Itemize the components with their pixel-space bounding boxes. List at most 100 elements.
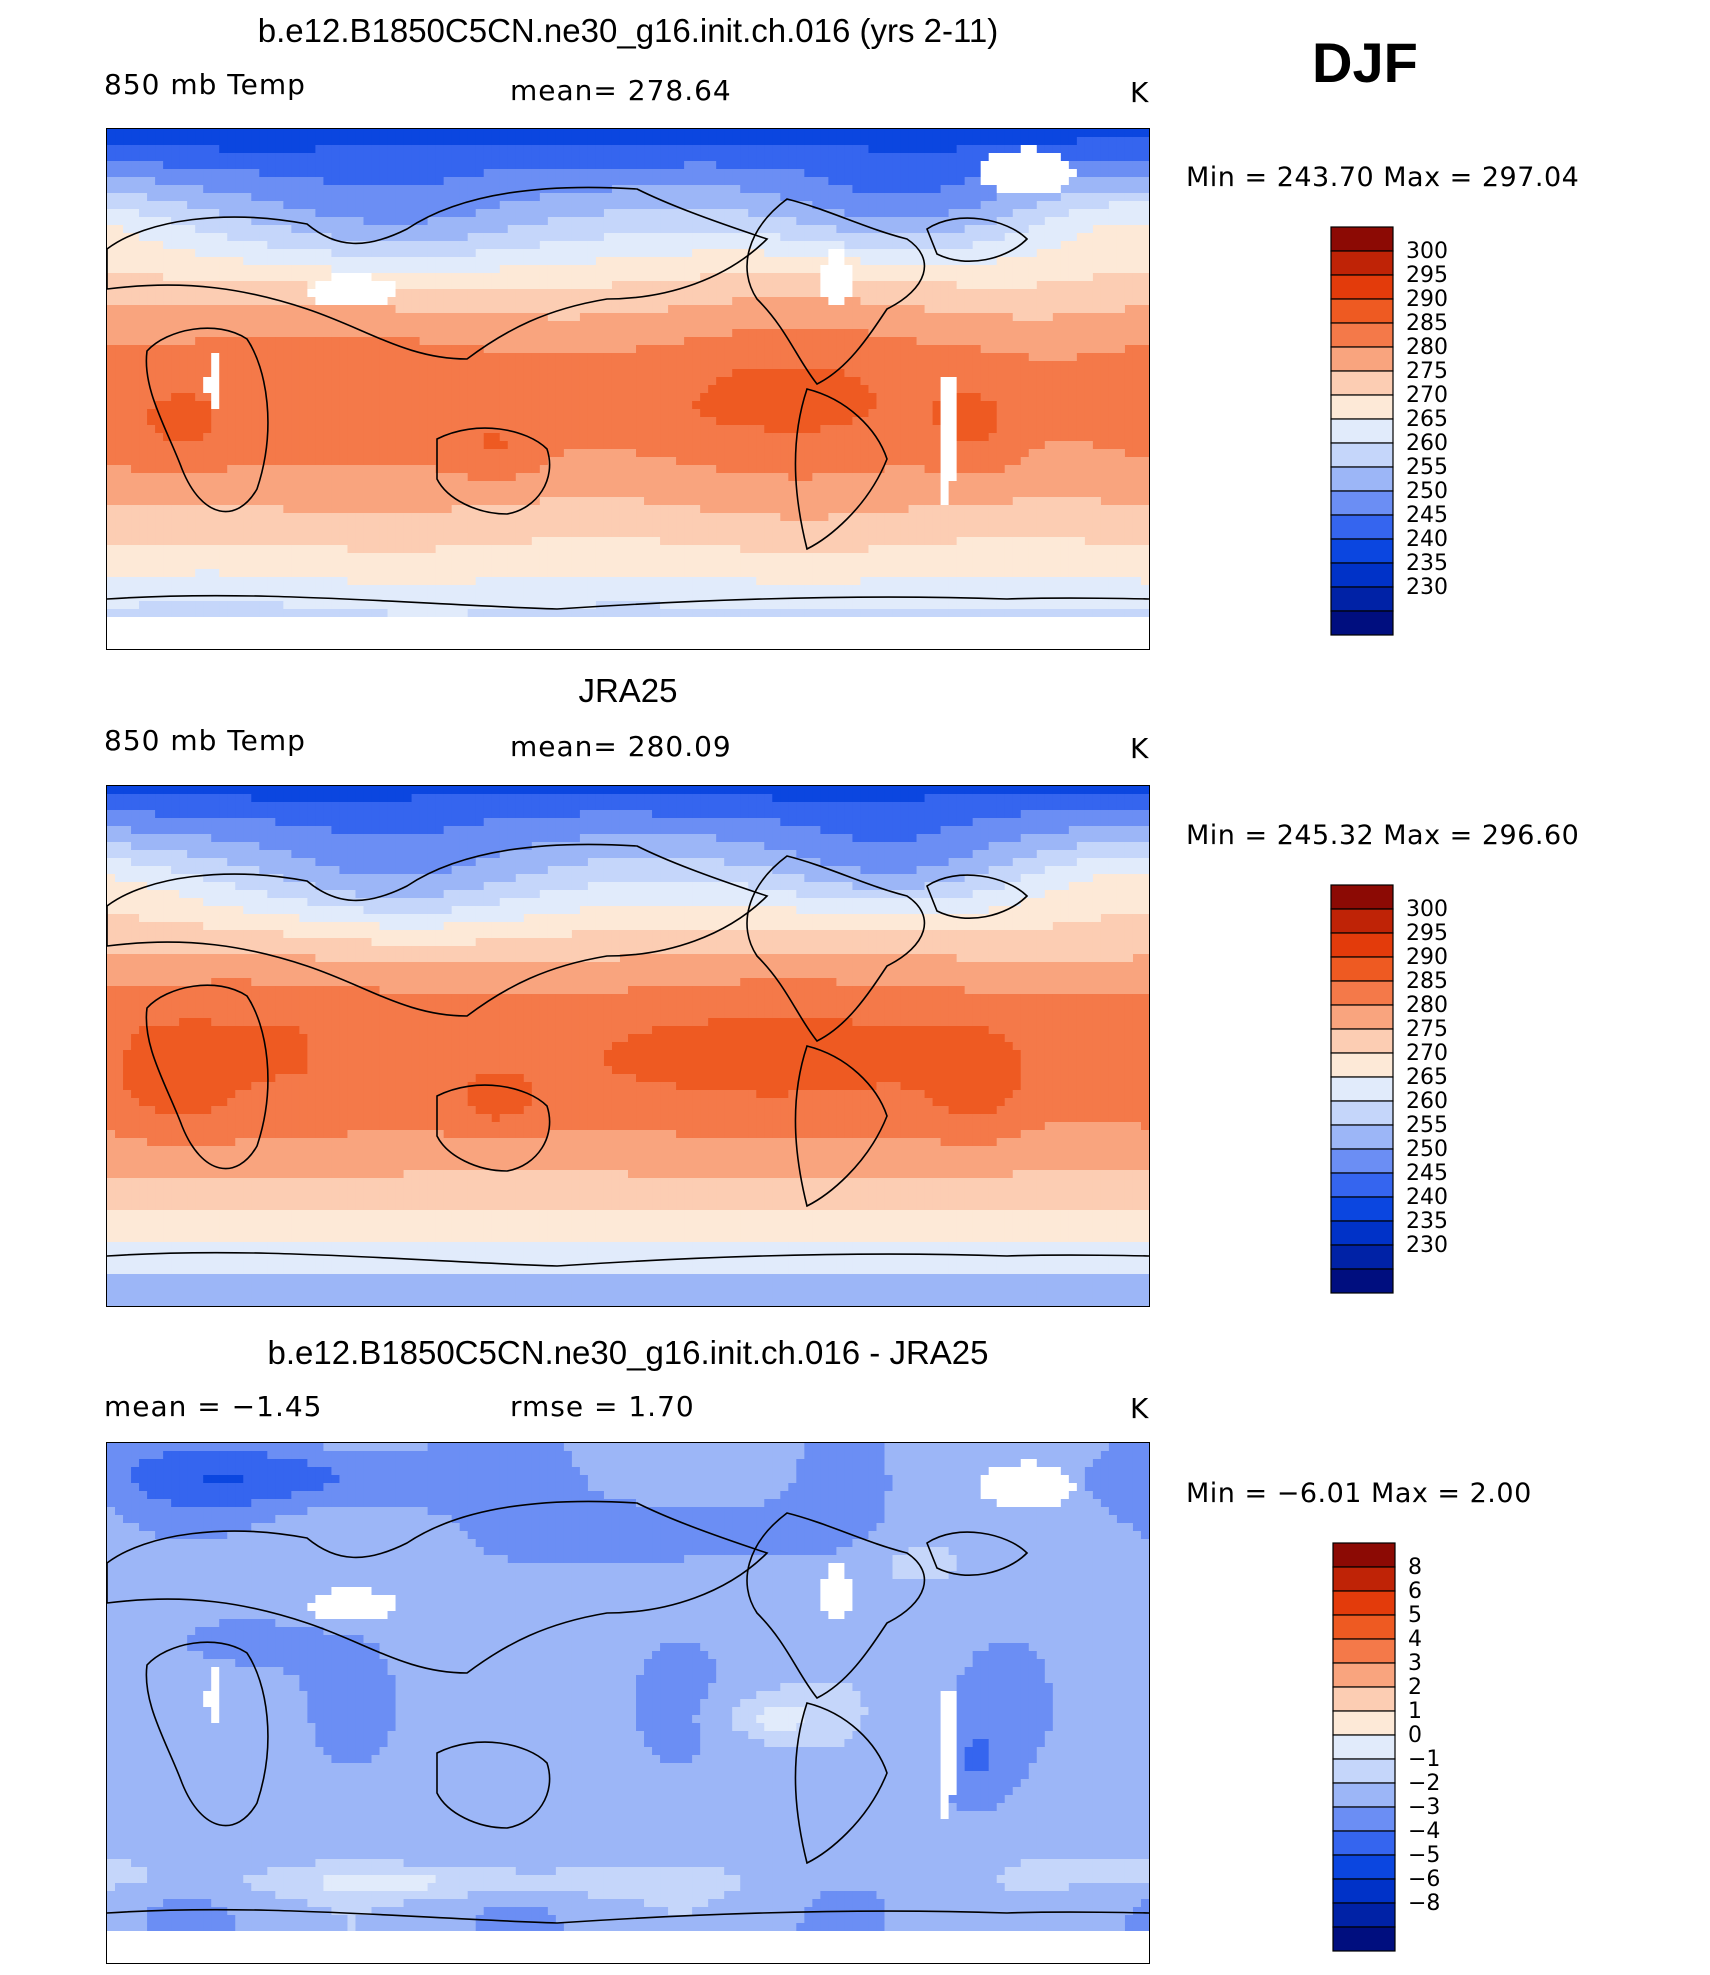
colorbar-swatch [1330, 466, 1394, 492]
colorbar-swatch [1330, 956, 1394, 982]
colorbar-swatch [1332, 1590, 1396, 1616]
colorbar-swatch [1332, 1830, 1396, 1856]
colorbar-tick-label: −6 [1408, 1867, 1440, 1892]
colorbar-tick-label: 300 [1406, 239, 1448, 264]
panel1-units-label: K [1130, 76, 1149, 109]
colorbar-swatch [1332, 1614, 1396, 1640]
colorbar-tick-label: 295 [1406, 263, 1448, 288]
colorbar-swatch [1330, 226, 1394, 252]
colorbar-tick-label: 245 [1406, 503, 1448, 528]
coastline [926, 1531, 1029, 1576]
colorbar-swatch [1330, 980, 1394, 1006]
coastline [145, 327, 269, 513]
colorbar-swatch [1330, 1004, 1394, 1030]
panel3-rmse-label: rmse = 1.70 [510, 1390, 695, 1423]
colorbar-swatch [1330, 298, 1394, 324]
coastline [107, 594, 1149, 610]
coastline [794, 1702, 888, 1865]
colorbar-swatch [1332, 1854, 1396, 1880]
colorbar-tick-label: −2 [1408, 1771, 1440, 1796]
colorbar-swatch [1330, 538, 1394, 564]
colorbar-tick-label: 260 [1406, 431, 1448, 456]
coastline [794, 1045, 888, 1208]
colorbar-tick-label: 245 [1406, 1161, 1448, 1186]
season-label: DJF [1312, 30, 1418, 95]
coastline [145, 1641, 269, 1827]
map-field [107, 1443, 1149, 1963]
colorbar-tick-label: 230 [1406, 1233, 1448, 1258]
colorbar-swatch [1330, 610, 1394, 636]
colorbar-tick-label: 8 [1408, 1555, 1422, 1580]
colorbar-swatch [1330, 1076, 1394, 1102]
coastline [746, 1512, 926, 1700]
panel2-colorbar: 300 295 290 285 280 275 270 265 260 255 250 245 240 2… [1330, 884, 1490, 1300]
panel3-map [106, 1442, 1150, 1964]
coastline [436, 427, 551, 515]
colorbar-tick-label: 255 [1406, 1113, 1448, 1138]
colorbar-tick-label: 240 [1406, 1185, 1448, 1210]
panel1-map [106, 128, 1150, 650]
colorbar-tick-label: 290 [1406, 287, 1448, 312]
panel2-mean-label: mean= 280.09 [510, 730, 732, 763]
coastline [107, 843, 769, 1017]
colorbar-tick-label: 250 [1406, 479, 1448, 504]
colorbar-swatch [1330, 490, 1394, 516]
colorbar-tick-label: 290 [1406, 945, 1448, 970]
colorbar-tick-label: 275 [1406, 359, 1448, 384]
colorbar-swatch [1330, 346, 1394, 372]
colorbar-swatch [1330, 370, 1394, 396]
colorbar-tick-label: −1 [1408, 1747, 1440, 1772]
colorbar-swatch [1330, 932, 1394, 958]
colorbar-swatch [1332, 1638, 1396, 1664]
colorbar-tick-label: 280 [1406, 335, 1448, 360]
panel3-colorbar: 8 6 5 4 3 2 1 0 −1 −2 −3 −4 −5 −6 −8 [1332, 1542, 1492, 1958]
colorbar-swatch [1330, 1124, 1394, 1150]
colorbar-tick-label: 6 [1408, 1579, 1422, 1604]
map-field [107, 129, 1149, 649]
coastline [107, 1251, 1149, 1267]
colorbar-tick-label: 1 [1408, 1699, 1422, 1724]
colorbar-tick-label: −3 [1408, 1795, 1440, 1820]
colorbar-swatch [1330, 274, 1394, 300]
panel3-mean-label: mean = −1.45 [104, 1390, 322, 1423]
colorbar-tick-label: 270 [1406, 1041, 1448, 1066]
coastline [794, 388, 888, 551]
colorbar-tick-label: 230 [1406, 575, 1448, 600]
colorbar-tick-label: 250 [1406, 1137, 1448, 1162]
coastline [436, 1741, 551, 1829]
colorbar-tick-label: 3 [1408, 1651, 1422, 1676]
coastline [107, 1908, 1149, 1924]
coastline [107, 186, 769, 360]
coastline [107, 1500, 769, 1674]
colorbar-swatch [1330, 1052, 1394, 1078]
colorbar-swatch [1330, 514, 1394, 540]
colorbar-swatch [1332, 1806, 1396, 1832]
colorbar-swatch [1330, 394, 1394, 420]
colorbar-tick-label: 260 [1406, 1089, 1448, 1114]
panel1-colorbar: 300 295 290 285 280 275 270 265 260 255 250 245 240 2… [1330, 226, 1490, 642]
colorbar-tick-label: 5 [1408, 1603, 1422, 1628]
colorbar-swatch [1330, 418, 1394, 444]
colorbar-tick-label: 285 [1406, 311, 1448, 336]
colorbar-tick-label: 240 [1406, 527, 1448, 552]
colorbar-tick-label: −4 [1408, 1819, 1440, 1844]
colorbar-swatch [1332, 1734, 1396, 1760]
colorbar-swatch [1330, 1100, 1394, 1126]
coastline [746, 198, 926, 386]
colorbar-swatch [1332, 1710, 1396, 1736]
panel2-minmax: Min = 245.32 Max = 296.60 [1186, 820, 1579, 851]
colorbar-tick-label: 265 [1406, 1065, 1448, 1090]
colorbar-tick-label: 235 [1406, 1209, 1448, 1234]
colorbar-tick-label: 270 [1406, 383, 1448, 408]
colorbar-swatch [1332, 1662, 1396, 1688]
colorbar-swatch [1330, 250, 1394, 276]
colorbar-tick-label: 280 [1406, 993, 1448, 1018]
panel2-map [106, 785, 1150, 1307]
colorbar-tick-label: 4 [1408, 1627, 1422, 1652]
colorbar-swatch [1330, 1244, 1394, 1270]
colorbar-swatch [1330, 908, 1394, 934]
panel3-units-label: K [1130, 1392, 1149, 1425]
colorbar-swatch [1332, 1878, 1396, 1904]
colorbar-swatch [1332, 1758, 1396, 1784]
panel2-units-label: K [1130, 732, 1149, 765]
